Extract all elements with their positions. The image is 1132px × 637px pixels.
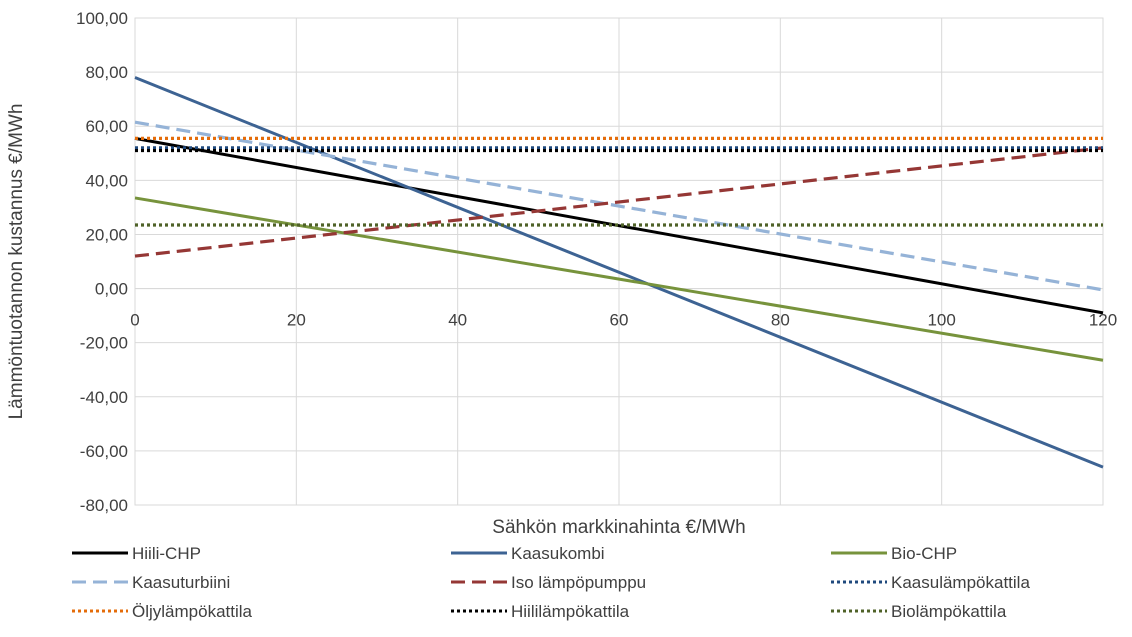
legend-label: Biolämpökattila xyxy=(891,602,1007,621)
legend-label: Öljylämpökattila xyxy=(132,602,253,621)
y-tick-label: -20,00 xyxy=(80,334,128,353)
legend-label: Iso lämpöpumppu xyxy=(511,573,646,592)
legend-label: Kaasulämpökattila xyxy=(891,573,1030,592)
series-line-kaasuturbiini xyxy=(134,120,1104,292)
legend-label: Hiili-CHP xyxy=(132,544,201,563)
y-tick-label: 80,00 xyxy=(85,63,128,82)
legend-item: Kaasuturbiini xyxy=(72,573,230,592)
x-axis-label: Sähkön markkinahinta €/MWh xyxy=(492,517,745,538)
y-axis-label: Lämmöntuotannon kustannus €/MWh xyxy=(6,104,27,420)
series-lines xyxy=(134,76,1104,469)
y-tick-label: 60,00 xyxy=(85,117,128,136)
legend-label: Bio-CHP xyxy=(891,544,957,563)
series-line-iso-lämpöpumppu xyxy=(134,146,1104,258)
x-tick-labels: 0 20 40 60 80 100 120 xyxy=(130,311,1117,330)
x-tick-label: 40 xyxy=(448,311,467,330)
legend-item: Hiililämpökattila xyxy=(451,602,630,621)
y-tick-label: -40,00 xyxy=(80,388,128,407)
series-line-hiili-chp xyxy=(134,136,1104,315)
series-line-kaasukombi xyxy=(134,76,1104,469)
y-tick-label: -80,00 xyxy=(80,496,128,515)
x-tick-label: 0 xyxy=(130,311,139,330)
legend-item: Biolämpökattila xyxy=(831,602,1007,621)
legend-item: Öljylämpökattila xyxy=(72,602,253,621)
legend-label: Hiililämpökattila xyxy=(511,602,630,621)
x-tick-label: 120 xyxy=(1089,311,1117,330)
legend-item: Hiili-CHP xyxy=(72,544,201,563)
legend-item: Kaasulämpökattila xyxy=(831,573,1030,592)
y-tick-label: 0,00 xyxy=(95,280,128,299)
y-tick-label: 20,00 xyxy=(85,225,128,244)
y-tick-label: 40,00 xyxy=(85,171,128,190)
plot-area-border xyxy=(134,17,1104,506)
y-tick-label: -60,00 xyxy=(80,442,128,461)
legend: Hiili-CHP Kaasukombi Bio-CHP Kaasuturbiini I… xyxy=(72,544,1030,621)
y-tick-labels: -80,00 -60,00 -40,00 -20,00 0,00 20,00 40,00 60… xyxy=(76,9,128,515)
legend-item: Bio-CHP xyxy=(831,544,957,563)
x-tick-label: 100 xyxy=(927,311,955,330)
legend-item: Kaasukombi xyxy=(451,544,605,563)
legend-label: Kaasukombi xyxy=(511,544,605,563)
x-tick-label: 80 xyxy=(771,311,790,330)
grid xyxy=(134,17,1104,506)
y-tick-label: 100,00 xyxy=(76,9,128,28)
legend-label: Kaasuturbiini xyxy=(132,573,230,592)
x-tick-label: 60 xyxy=(610,311,629,330)
legend-item: Iso lämpöpumppu xyxy=(451,573,646,592)
series-line-bio-chp xyxy=(134,196,1104,362)
x-tick-label: 20 xyxy=(287,311,306,330)
